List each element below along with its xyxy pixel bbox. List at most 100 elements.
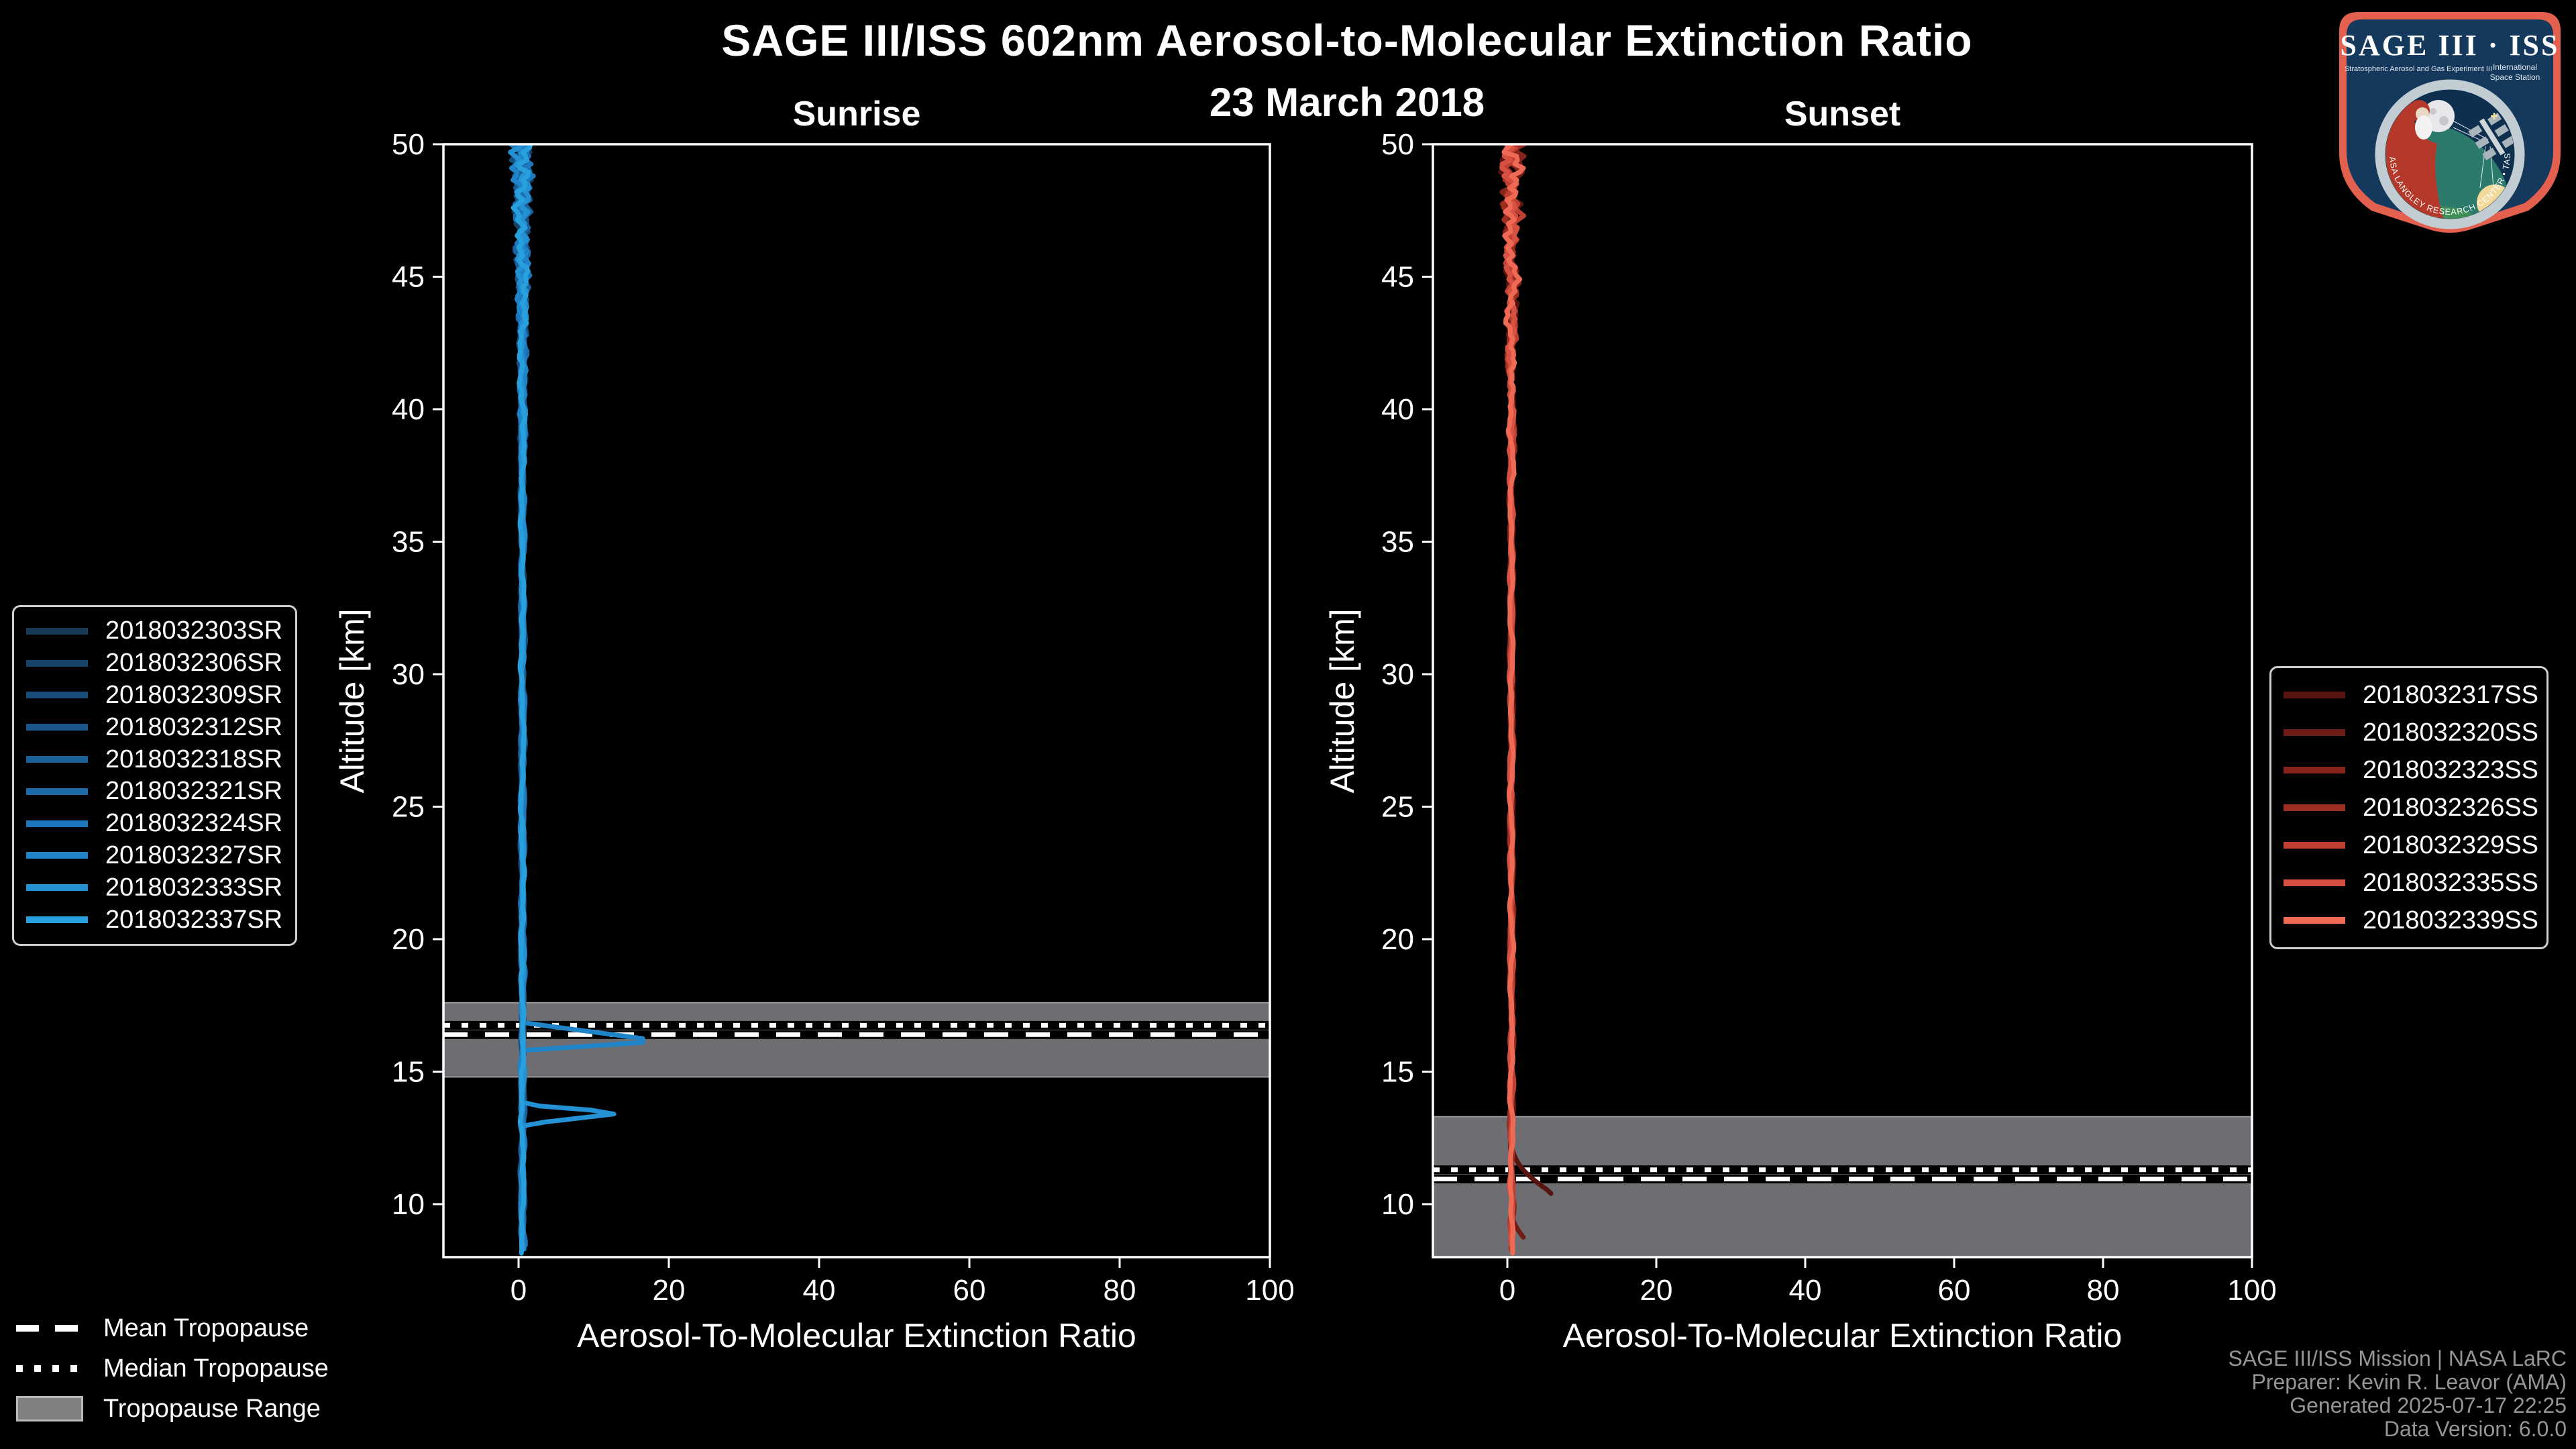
- profile-2018032339SS: [1501, 144, 1526, 1256]
- legend-row-2018032309SR: 2018032309SR: [26, 681, 283, 710]
- legend-line-swatch-2018032333SR: [26, 884, 88, 892]
- legend-row-2018032320SS: 2018032320SS: [2284, 718, 2538, 747]
- legend-row-2018032324SR: 2018032324SR: [26, 809, 283, 838]
- legend-label-2018032324SR: 2018032324SR: [105, 809, 283, 838]
- sunrise-x-tick-label-100: 100: [1245, 1274, 1294, 1307]
- legend-label-2018032320SS: 2018032320SS: [2363, 718, 2539, 747]
- sunset-y-tick-label-45: 45: [1381, 261, 1414, 294]
- sunset-y-tick-label-15: 15: [1381, 1056, 1414, 1089]
- legend-label-2018032333SR: 2018032333SR: [105, 873, 283, 902]
- logo-sage-robe: [2385, 98, 2444, 219]
- figure-title: SAGE III/ISS 602nm Aerosol-to-Molecular …: [721, 15, 1973, 65]
- legend-line-swatch-2018032329SS: [2284, 842, 2345, 849]
- footer-generated-line: Generated 2025-07-17 22:25: [2290, 1393, 2567, 1417]
- legend-line-swatch-2018032337SR: [26, 916, 88, 924]
- panel-title-sunrise: Sunrise: [792, 95, 921, 133]
- sunset-y-tick-label-25: 25: [1381, 791, 1414, 824]
- legend-label-2018032329SS: 2018032329SS: [2363, 830, 2539, 859]
- median-tropopause-dotted-line-icon: [16, 1365, 83, 1372]
- sunset-y-tick-label-30: 30: [1381, 658, 1414, 691]
- tropopause-legend-row-range: Tropopause Range: [16, 1389, 329, 1429]
- legend-line-swatch-2018032318SR: [26, 756, 88, 763]
- legend-label-2018032337SR: 2018032337SR: [105, 905, 283, 934]
- logo-subtitle-left: Stratospheric Aerosol and Gas Experiment…: [2345, 65, 2492, 73]
- sunrise-y-tick-label-25: 25: [392, 791, 425, 824]
- sunrise-x-tick-label-0: 0: [511, 1274, 527, 1307]
- legend-line-swatch-2018032312SR: [26, 724, 88, 731]
- profile-2018032337SR: [511, 144, 533, 1256]
- legend-line-swatch-2018032323SS: [2284, 767, 2345, 773]
- legend-line-swatch-2018032320SS: [2284, 729, 2345, 736]
- legend-row-2018032303SR: 2018032303SR: [26, 616, 283, 645]
- sunset-x-tick-label-80: 80: [2087, 1274, 2120, 1307]
- y-axis-label-sunrise: Altitude [km]: [333, 608, 371, 794]
- figure-date: 23 March 2018: [1209, 80, 1485, 125]
- sunrise-y-tick-label-30: 30: [392, 658, 425, 691]
- plot-sunrise: 0 20 40 60 80 100 10 15 20 25 30 35 40 45 50: [392, 128, 1295, 1307]
- legend-row-2018032333SR: 2018032333SR: [26, 873, 283, 902]
- legend-row-2018032329SS: 2018032329SS: [2284, 831, 2538, 860]
- legend-row-2018032321SR: 2018032321SR: [26, 777, 283, 806]
- sunrise-y-tick-label-50: 50: [392, 128, 425, 161]
- sunset-plot-frame: [1432, 143, 2253, 1258]
- legend-label-2018032323SS: 2018032323SS: [2363, 755, 2539, 784]
- sunset-profiles: [1498, 144, 1554, 1256]
- sunrise-y-tick-label-35: 35: [392, 526, 425, 559]
- sunrise-y-tick-label-40: 40: [392, 393, 425, 426]
- logo-iss: [2468, 113, 2514, 160]
- sunset-y-tick-label-20: 20: [1381, 923, 1414, 956]
- footer-data-version-line: Data Version: 6.0.0: [2383, 1417, 2567, 1441]
- legend-line-swatch-2018032303SR: [26, 627, 88, 635]
- sunset-x-tick-label-0: 0: [1499, 1274, 1515, 1307]
- sunset-tropopause-range-band: [1433, 1116, 2252, 1257]
- sunrise-x-tick-label-80: 80: [1104, 1274, 1136, 1307]
- legend-row-2018032306SR: 2018032306SR: [26, 649, 283, 678]
- legend-label-2018032303SR: 2018032303SR: [105, 616, 283, 645]
- sage-iii-iss-mission-patch-logo: SAGE III · ISS Stratospheric Aerosol and…: [2339, 12, 2561, 233]
- tropopause-range-band-icon: [16, 1396, 83, 1421]
- profile-2018032327SR: [508, 144, 645, 1252]
- sunrise-x-tick-label-20: 20: [653, 1274, 686, 1307]
- sunrise-y-tick-label-10: 10: [392, 1188, 425, 1221]
- legend-sunrise-events: 2018032303SR 2018032306SR 2018032309SR 2018…: [12, 605, 297, 946]
- legend-line-swatch-2018032326SS: [2284, 804, 2345, 811]
- legend-label-2018032306SR: 2018032306SR: [105, 649, 283, 678]
- sunrise-y-tick-label-45: 45: [392, 261, 425, 294]
- legend-row-2018032337SR: 2018032337SR: [26, 906, 283, 934]
- sunrise-tropopause-range-band: [443, 1002, 1270, 1078]
- legend-label-2018032326SS: 2018032326SS: [2363, 793, 2539, 822]
- tropopause-legend: Mean Tropopause Median Tropopause Tropop…: [16, 1308, 329, 1429]
- logo-subtitle-international: International: [2493, 62, 2537, 72]
- mean-tropopause-dashed-line-icon: [16, 1325, 83, 1332]
- x-axis-label-sunrise: Aerosol-To-Molecular Extinction Ratio: [577, 1317, 1136, 1354]
- panel-title-sunset: Sunset: [1784, 95, 1901, 133]
- legend-row-2018032312SR: 2018032312SR: [26, 713, 283, 742]
- legend-label-2018032318SR: 2018032318SR: [105, 745, 283, 773]
- tropopause-legend-row-median: Median Tropopause: [16, 1348, 329, 1389]
- sunset-y-tick-label-40: 40: [1381, 393, 1414, 426]
- legend-label-2018032327SR: 2018032327SR: [105, 841, 283, 869]
- legend-label-2018032335SS: 2018032335SS: [2363, 868, 2539, 897]
- sunset-x-tick-label-100: 100: [2227, 1274, 2276, 1307]
- y-axis-label-sunset: Altitude [km]: [1324, 608, 1361, 794]
- legend-line-swatch-2018032339SS: [2284, 917, 2345, 924]
- mean-tropopause-label: Mean Tropopause: [103, 1313, 309, 1342]
- logo-moon-crater-2: [2439, 116, 2449, 125]
- plot-sunset: 0 20 40 60 80 100 10 15 20 25 30 35 40 45 50: [1381, 128, 2277, 1307]
- sunrise-x-tick-label-40: 40: [803, 1274, 836, 1307]
- logo-sage-beard: [2415, 115, 2432, 140]
- sunset-y-tick-label-50: 50: [1381, 128, 1414, 161]
- sunset-y-tick-label-10: 10: [1381, 1188, 1414, 1221]
- legend-row-2018032326SS: 2018032326SS: [2284, 794, 2538, 822]
- sunrise-y-tick-label-15: 15: [392, 1056, 425, 1089]
- sunset-x-tick-label-40: 40: [1789, 1274, 1822, 1307]
- footer-preparer-line: Preparer: Kevin R. Leavor (AMA): [2251, 1370, 2567, 1394]
- legend-label-2018032321SR: 2018032321SR: [105, 777, 283, 806]
- legend-row-2018032318SR: 2018032318SR: [26, 745, 283, 774]
- legend-line-swatch-2018032317SS: [2284, 692, 2345, 698]
- legend-line-swatch-2018032321SR: [26, 788, 88, 795]
- legend-label-2018032312SR: 2018032312SR: [105, 712, 283, 741]
- x-axis-label-sunset: Aerosol-To-Molecular Extinction Ratio: [1562, 1317, 2123, 1354]
- legend-row-2018032323SS: 2018032323SS: [2284, 756, 2538, 785]
